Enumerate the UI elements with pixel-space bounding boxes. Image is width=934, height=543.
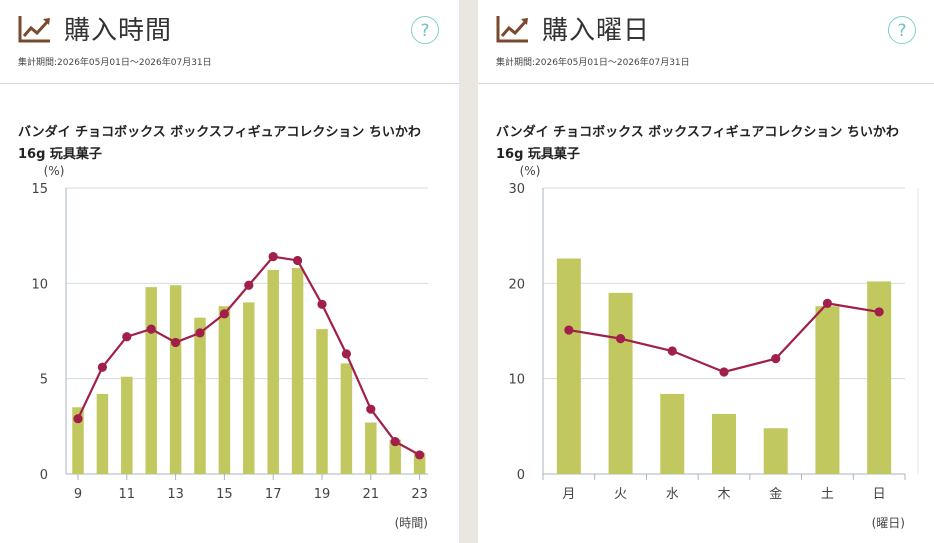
trend-chart-icon [496,16,528,43]
help-button[interactable]: ? [888,16,916,44]
x-tick-label: 日 [873,487,886,502]
x-tick-label: 土 [821,487,834,502]
bar [556,258,581,474]
help-button[interactable]: ? [411,16,439,44]
bar [96,393,109,474]
line-point [415,450,425,460]
panel-header: 購入時間 ? 集計期間:2026年05月01日〜2026年07月31日 [0,0,459,84]
x-tick-label: 21 [363,487,380,502]
bar [660,393,685,474]
x-tick-label: 13 [167,487,184,502]
bar [169,285,182,474]
y-tick-label: 10 [508,373,525,388]
y-tick-label: 30 [508,182,525,197]
line-point [268,252,278,262]
line-point [771,354,781,364]
x-tick-label: 9 [74,487,82,502]
x-tick-label: 23 [411,487,428,502]
line-point [146,324,156,334]
line-point [122,332,132,342]
x-tick-label: 19 [314,487,331,502]
line-point [244,280,254,290]
bar [316,329,328,474]
bar [218,306,231,474]
line-point [719,367,729,377]
line-point [73,414,83,424]
y-tick-label: 0 [40,468,48,483]
x-unit-label: (曜日) [872,516,905,530]
bar [72,407,84,474]
y-tick-label: 20 [508,277,525,292]
x-tick-label: 水 [666,487,679,502]
bar [145,287,157,474]
aggregation-period: 集計期間:2026年05月01日〜2026年07月31日 [18,58,212,68]
x-unit-label: (時間) [395,516,428,530]
page-title: 購入時間 [64,16,173,46]
y-tick-label: 5 [40,373,48,388]
aggregation-period: 集計期間:2026年05月01日〜2026年07月31日 [496,58,690,68]
x-tick-label: 15 [216,487,233,502]
line-point [822,298,833,308]
bar [413,453,426,474]
line-point [219,309,229,319]
line-point [615,334,626,344]
y-unit-label: (%) [520,164,541,178]
bar [194,317,206,474]
line-point [195,328,205,338]
bar [243,302,255,474]
bar [267,269,279,474]
bar [291,268,304,474]
product-name: バンダイ チョコボックス ボックスフィギュアコレクション ちいかわ 16g 玩具… [18,125,421,162]
bar [365,422,377,474]
bar [763,428,788,474]
x-tick-label: 木 [717,487,730,502]
x-tick-label: 火 [614,487,627,502]
x-tick-label: 17 [265,487,282,502]
line-point [341,349,351,359]
bar [608,292,633,474]
line-point [171,337,181,348]
line-point [317,299,327,309]
line-point [366,404,376,414]
bar [389,439,401,474]
x-tick-label: 金 [769,486,782,502]
trend-chart-icon [18,16,50,43]
y-tick-label: 10 [31,277,48,292]
page-title: 購入曜日 [542,16,651,46]
panel-header: 購入曜日 ? 集計期間:2026年05月01日〜2026年07月31日 [478,0,934,84]
line-point [564,325,574,335]
product-name: バンダイ チョコボックス ボックスフィギュアコレクション ちいかわ 16g 玩具… [496,125,899,162]
y-unit-label: (%) [44,164,65,178]
bar [815,306,840,474]
panel-purchase-time: 購入時間 ? 集計期間:2026年05月01日〜2026年07月31日 バンダイ… [0,0,459,543]
bar [340,363,353,474]
x-tick-label: 月 [562,487,575,502]
bar [121,376,133,474]
weekday-chart: 0 10 20 30 (%) (曜日) 月 火 水 木 金 土 日 [508,164,919,530]
line-point [390,436,400,447]
y-tick-label: 15 [31,182,48,197]
line-point [667,346,677,356]
line-point [874,307,884,317]
x-tick-label: 11 [119,487,136,502]
line-point [97,362,107,372]
y-tick-label: 0 [517,468,525,483]
panel-purchase-weekday: 購入曜日 ? 集計期間:2026年05月01日〜2026年07月31日 バンダイ… [478,0,934,543]
bar [712,413,736,474]
line-point [293,255,303,266]
hourly-chart: 0 5 10 15 (%) (時間) 9 11 13 15 17 19 21 23 [31,164,428,530]
